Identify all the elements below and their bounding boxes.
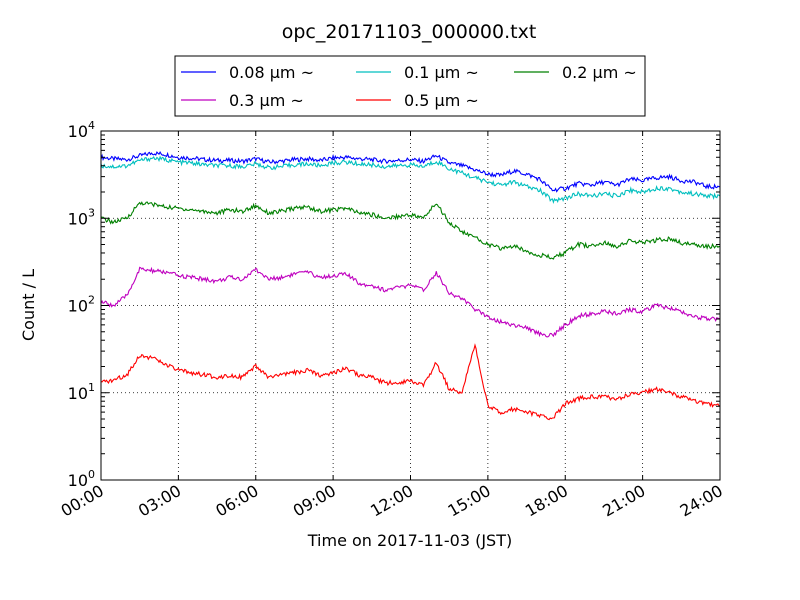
x-tick-label: 06:00 <box>212 481 261 521</box>
x-tick-label: 21:00 <box>599 481 648 521</box>
y-tick-label: 104 <box>68 119 95 141</box>
grid <box>101 131 720 480</box>
legend: 0.08 µm ~ 0.1 µm ~ 0.2 µm ~ 0.3 µm ~ 0.5 µm … <box>174 55 646 117</box>
y-tick-label: 100 <box>68 468 95 490</box>
series-line <box>100 266 721 338</box>
y-tick-label: 102 <box>68 294 95 316</box>
y-tick-label: 103 <box>68 206 95 228</box>
series-line <box>100 201 721 260</box>
series-line <box>100 155 721 204</box>
y-tick-labels: 100 101 102 103 104 <box>68 119 95 490</box>
x-axis-label: Time on 2017-11-03 (JST) <box>307 531 512 550</box>
legend-label: 0.3 µm ~ <box>229 91 304 110</box>
series-lines <box>100 150 721 421</box>
x-tick-label: 03:00 <box>135 481 184 521</box>
series-line <box>100 150 720 193</box>
legend-label: 0.08 µm ~ <box>229 63 314 82</box>
legend-label: 0.1 µm ~ <box>404 63 479 82</box>
x-tick-label: 18:00 <box>522 481 571 521</box>
x-tick-labels: 00:00 03:00 06:00 09:00 12:00 15:00 18:00 21:00… <box>58 481 726 521</box>
y-tick-label: 101 <box>68 381 95 403</box>
series-line <box>100 343 721 421</box>
x-tick-label: 12:00 <box>367 481 416 521</box>
x-tick-label: 15:00 <box>444 481 493 521</box>
legend-label: 0.2 µm ~ <box>562 63 637 82</box>
legend-box <box>174 55 646 117</box>
y-axis-label: Count / L <box>19 269 38 341</box>
axis-ticks <box>100 130 721 481</box>
x-tick-label: 09:00 <box>290 481 339 521</box>
chart-title: opc_20171103_000000.txt <box>282 21 537 43</box>
legend-label: 0.5 µm ~ <box>404 91 479 110</box>
x-tick-label: 24:00 <box>677 481 726 521</box>
